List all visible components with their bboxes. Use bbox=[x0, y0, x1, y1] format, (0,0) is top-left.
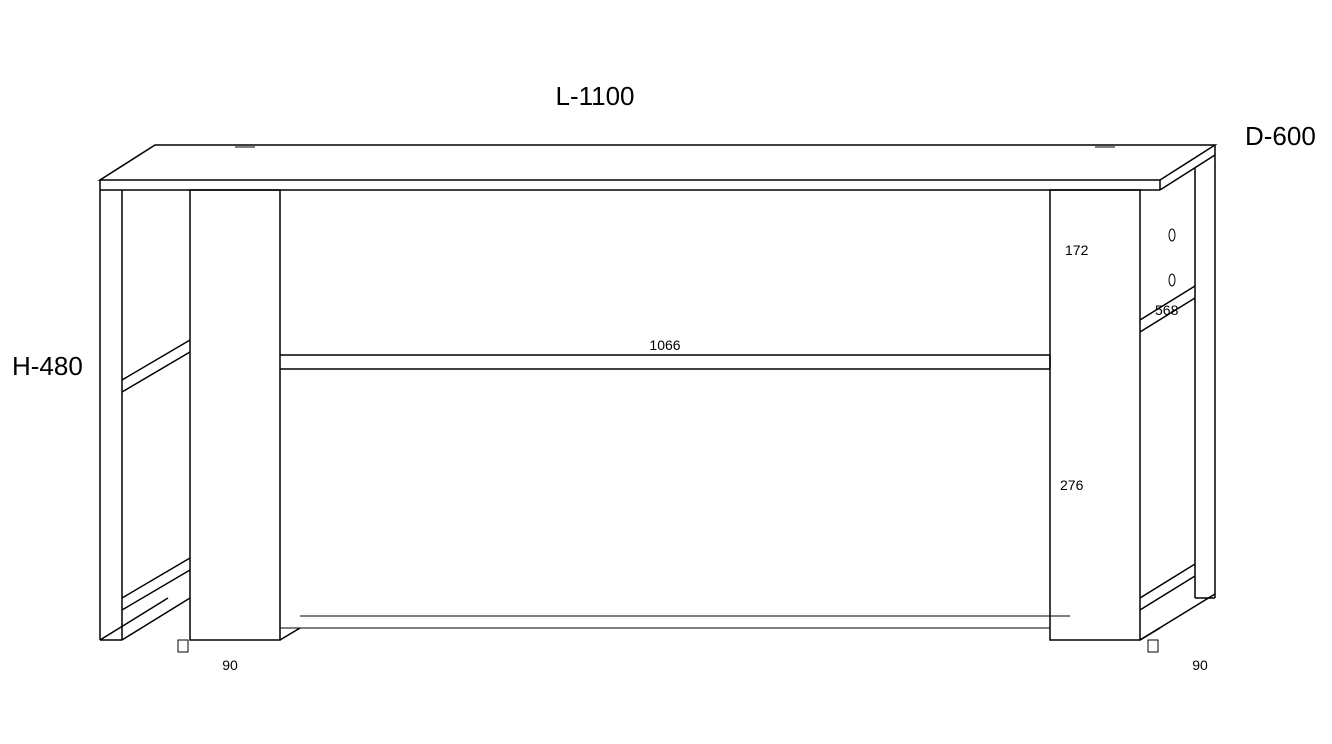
height-label: H-480 bbox=[12, 351, 83, 381]
shelf-depth-label: 568 bbox=[1155, 302, 1179, 318]
length-label: L-1100 bbox=[555, 81, 634, 111]
foot-right-label: 90 bbox=[1192, 657, 1208, 673]
foot-left-label: 90 bbox=[222, 657, 238, 673]
left-front-leg bbox=[190, 190, 300, 640]
shelf-length-label: 1066 bbox=[649, 337, 680, 353]
depth-label: D-600 bbox=[1245, 121, 1316, 151]
right-side-panel bbox=[1140, 155, 1215, 640]
right-front-leg bbox=[1050, 190, 1160, 652]
opening-height-label: 276 bbox=[1060, 477, 1084, 493]
front-opening bbox=[280, 616, 1070, 628]
top-surface bbox=[100, 145, 1215, 190]
middle-shelf bbox=[280, 286, 1195, 369]
technical-drawing: L-1100 D-600 H-480 172 568 1066 276 90 9… bbox=[0, 0, 1332, 744]
left-side-panel bbox=[100, 190, 190, 652]
shelf-gap-label: 172 bbox=[1065, 242, 1089, 258]
